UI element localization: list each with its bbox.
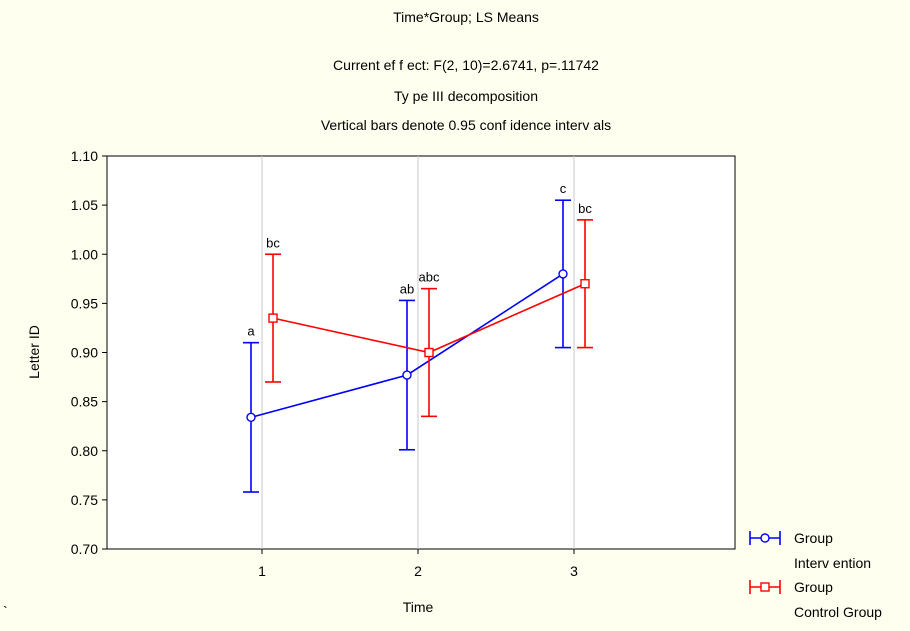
legend: Group Interv ention Group Control Group bbox=[749, 530, 882, 620]
y-axis-title: Letter ID bbox=[26, 325, 42, 379]
title-line-2: Current ef f ect: F(2, 10)=2.6741, p=.11… bbox=[333, 57, 599, 73]
x-tick-label: 2 bbox=[414, 563, 422, 579]
x-tick-label: 1 bbox=[258, 563, 266, 579]
y-tick-label: 1.10 bbox=[71, 148, 98, 164]
y-axis-ticks: 0.70 0.75 0.80 0.85 0.90 0.95 1.00 1.05 1.10 bbox=[71, 148, 107, 557]
y-tick-label: 0.80 bbox=[71, 443, 98, 459]
data-point bbox=[558, 269, 568, 279]
legend-item-2: Group Control Group bbox=[749, 579, 882, 620]
series-2: bc abc bc bbox=[265, 201, 593, 418]
y-tick-label: 1.00 bbox=[71, 246, 98, 262]
grid-lines bbox=[261, 156, 575, 549]
y-tick-label: 0.90 bbox=[71, 345, 98, 361]
title-line-4: Vertical bars denote 0.95 conf idence in… bbox=[321, 117, 611, 133]
legend-label-line2: Control Group bbox=[794, 604, 882, 620]
legend-label-line1: Group bbox=[794, 530, 833, 546]
y-tick-label: 0.70 bbox=[71, 541, 98, 557]
y-tick-label: 1.05 bbox=[71, 197, 98, 213]
title-line-1: Time*Group; LS Means bbox=[393, 9, 539, 25]
x-tick-label: 3 bbox=[570, 563, 578, 579]
legend-item-1: Group Interv ention bbox=[749, 530, 871, 571]
plot-area bbox=[106, 155, 736, 550]
data-label: a bbox=[247, 324, 255, 339]
data-point bbox=[424, 347, 434, 358]
legend-label-line2: Interv ention bbox=[794, 555, 871, 571]
title-line-3: Ty pe III decomposition bbox=[394, 88, 538, 104]
x-axis-title: Time bbox=[403, 599, 434, 615]
data-label: c bbox=[560, 181, 567, 196]
legend-label-line1: Group bbox=[794, 579, 833, 595]
y-tick-label: 0.95 bbox=[71, 295, 98, 311]
data-label: abc bbox=[419, 270, 440, 285]
data-label: bc bbox=[578, 201, 592, 216]
data-label: bc bbox=[266, 235, 280, 250]
data-label: ab bbox=[400, 281, 414, 296]
data-point bbox=[580, 279, 590, 289]
y-tick-label: 0.75 bbox=[71, 492, 98, 508]
data-point bbox=[268, 313, 278, 323]
data-point bbox=[246, 412, 256, 423]
y-tick-label: 0.85 bbox=[71, 394, 98, 410]
x-axis-ticks: 1 2 3 bbox=[258, 549, 578, 579]
data-point bbox=[402, 370, 412, 380]
stray-mark: ` bbox=[3, 603, 8, 619]
legend-marker bbox=[760, 582, 770, 592]
chart-title: Time*Group; LS Means Current ef f ect: F… bbox=[321, 9, 611, 133]
legend-marker bbox=[760, 533, 770, 543]
